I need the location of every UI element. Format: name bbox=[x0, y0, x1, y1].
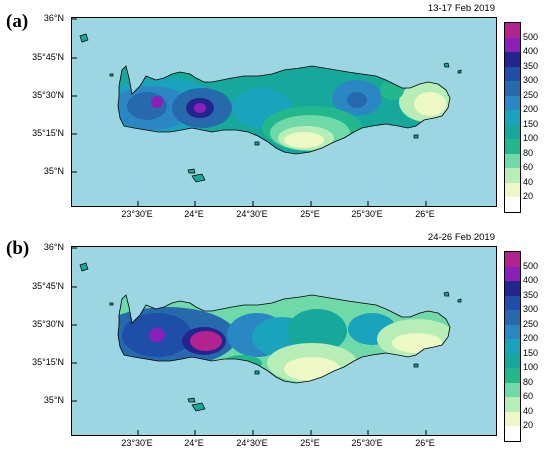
lon-label: 26°E bbox=[415, 209, 435, 219]
colorbar bbox=[504, 251, 521, 442]
colorbar-swatch bbox=[505, 382, 520, 397]
lat-label: 35°N bbox=[43, 395, 64, 405]
lat-label: 35°N bbox=[43, 166, 64, 176]
colorbar-swatch bbox=[505, 339, 520, 354]
colorbar-level-label: 40 bbox=[523, 405, 534, 416]
lon-label: 24°30'E bbox=[236, 209, 268, 219]
colorbar-swatch bbox=[505, 52, 520, 67]
colorbar-swatch bbox=[505, 266, 520, 281]
colorbar-level-label: 150 bbox=[523, 118, 539, 129]
colorbar-level-label: 40 bbox=[523, 176, 534, 187]
colorbar-swatch bbox=[505, 95, 520, 110]
colorbar-swatch bbox=[505, 252, 520, 267]
colorbar-swatch bbox=[505, 295, 520, 310]
colorbar-swatch bbox=[505, 353, 520, 368]
lon-label: 25°30'E bbox=[351, 209, 383, 219]
lon-label: 24°30'E bbox=[236, 438, 268, 448]
colorbar-level-label: 300 bbox=[523, 75, 539, 85]
colorbar-swatch bbox=[505, 324, 520, 339]
colorbar-level-label: 350 bbox=[523, 289, 539, 300]
rainfall-map bbox=[71, 246, 497, 436]
colorbar-level-label: 250 bbox=[523, 318, 539, 329]
colorbar-level-label: 60 bbox=[523, 391, 534, 401]
colorbar-level-label: 500 bbox=[523, 31, 539, 42]
lon-label: 23°30'E bbox=[121, 209, 153, 219]
lat-label: 35°45'N bbox=[32, 281, 64, 291]
lat-label: 36°N bbox=[43, 242, 64, 252]
colorbar-level-label: 60 bbox=[523, 162, 534, 172]
colorbar-swatch bbox=[505, 310, 520, 325]
colorbar-level-label: 150 bbox=[523, 347, 539, 358]
lon-label: 24°E bbox=[184, 209, 204, 219]
lon-label: 25°E bbox=[300, 438, 320, 448]
colorbar-swatch bbox=[505, 37, 520, 52]
panel-letter: (b) bbox=[6, 238, 30, 259]
colorbar-swatch bbox=[505, 426, 520, 441]
lon-label: 25°30'E bbox=[351, 438, 383, 448]
colorbar-swatch bbox=[505, 368, 520, 383]
lat-label: 35°30'N bbox=[32, 319, 64, 329]
colorbar-level-label: 250 bbox=[523, 89, 539, 100]
rainfall-map bbox=[71, 17, 497, 207]
colorbar-swatch bbox=[505, 281, 520, 296]
colorbar-swatch bbox=[505, 23, 520, 38]
colorbar-level-label: 500 bbox=[523, 260, 539, 271]
colorbar-swatch bbox=[505, 182, 520, 197]
lat-label: 35°15'N bbox=[32, 357, 64, 367]
colorbar-level-label: 300 bbox=[523, 304, 539, 314]
colorbar-level-label: 100 bbox=[523, 362, 539, 372]
date-label: 13-17 Feb 2019 bbox=[427, 3, 495, 14]
panel-a: (a) 13-17 Feb 2019 36°N 35°45'N 35°30'N … bbox=[6, 3, 539, 219]
lat-label: 35°45'N bbox=[32, 52, 64, 62]
colorbar-swatch bbox=[505, 153, 520, 168]
date-label: 24-26 Feb 2019 bbox=[427, 232, 495, 243]
lon-label: 25°E bbox=[300, 209, 320, 219]
colorbar-swatch bbox=[505, 397, 520, 412]
panel-letter: (a) bbox=[6, 11, 29, 32]
colorbar-level-label: 350 bbox=[523, 60, 539, 71]
lon-label: 24°E bbox=[184, 438, 204, 448]
lon-label: 26°E bbox=[415, 438, 435, 448]
colorbar-swatch bbox=[505, 168, 520, 183]
colorbar-swatch bbox=[505, 139, 520, 154]
colorbar-swatch bbox=[505, 411, 520, 426]
panel-b: (b) 24-26 Feb 2019 36°N 35°45'N 35°30'N … bbox=[0, 229, 550, 458]
lat-label: 35°30'N bbox=[32, 90, 64, 100]
colorbar-level-label: 80 bbox=[523, 147, 534, 158]
colorbar-swatch bbox=[505, 197, 520, 212]
colorbar-level-label: 80 bbox=[523, 376, 534, 387]
colorbar-swatch bbox=[505, 110, 520, 125]
lon-label: 23°30'E bbox=[121, 438, 153, 448]
colorbar-swatch bbox=[505, 124, 520, 139]
colorbar bbox=[504, 22, 521, 213]
lat-label: 35°15'N bbox=[32, 128, 64, 138]
colorbar-level-label: 20 bbox=[523, 191, 534, 201]
colorbar-level-label: 400 bbox=[523, 46, 539, 56]
colorbar-level-label: 200 bbox=[523, 333, 539, 343]
colorbar-level-label: 200 bbox=[523, 104, 539, 114]
colorbar-level-label: 20 bbox=[523, 420, 534, 430]
colorbar-level-label: 100 bbox=[523, 133, 539, 143]
colorbar-level-label: 400 bbox=[523, 275, 539, 285]
colorbar-swatch bbox=[505, 66, 520, 81]
colorbar-swatch bbox=[505, 81, 520, 96]
lat-label: 36°N bbox=[43, 13, 64, 23]
